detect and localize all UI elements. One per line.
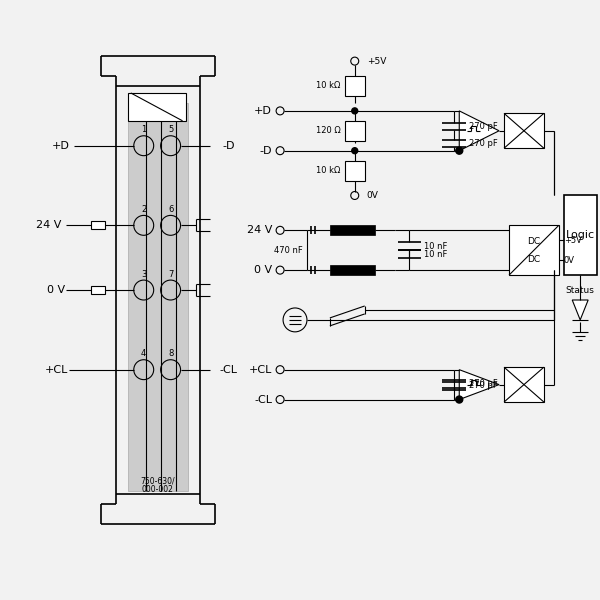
Bar xyxy=(504,367,544,402)
Text: 270 pF: 270 pF xyxy=(469,139,498,148)
Text: 10 kΩ: 10 kΩ xyxy=(316,166,341,175)
Bar xyxy=(330,226,374,235)
Text: +5V: +5V xyxy=(564,236,581,245)
Bar xyxy=(345,121,365,141)
Bar xyxy=(509,226,559,275)
Text: 3: 3 xyxy=(141,269,146,278)
Circle shape xyxy=(456,396,463,403)
Text: 6: 6 xyxy=(168,205,173,214)
Text: DC: DC xyxy=(527,237,541,246)
Text: 0V: 0V xyxy=(367,191,379,200)
Bar xyxy=(345,161,365,181)
Text: 4: 4 xyxy=(141,349,146,358)
Text: 7: 7 xyxy=(168,269,173,278)
Text: +5V: +5V xyxy=(367,56,386,65)
Text: 750-630/: 750-630/ xyxy=(140,476,175,485)
Text: 270 pF: 270 pF xyxy=(469,379,498,388)
Text: 000-002: 000-002 xyxy=(142,485,173,494)
Text: 10 kΩ: 10 kΩ xyxy=(316,82,341,91)
Text: 24 V: 24 V xyxy=(37,220,62,230)
Text: +D: +D xyxy=(254,106,272,116)
Text: -CL: -CL xyxy=(254,395,272,404)
Circle shape xyxy=(352,148,358,154)
Polygon shape xyxy=(459,111,499,151)
Bar xyxy=(564,196,596,275)
Bar xyxy=(128,93,185,121)
Text: 0 V: 0 V xyxy=(47,285,65,295)
Text: -D: -D xyxy=(222,141,235,151)
Text: 2: 2 xyxy=(141,205,146,214)
Polygon shape xyxy=(572,300,588,320)
Text: 24 V: 24 V xyxy=(247,226,272,235)
Text: 5: 5 xyxy=(168,125,173,134)
Bar xyxy=(504,113,544,148)
Bar xyxy=(91,221,105,229)
Text: DC: DC xyxy=(527,254,541,263)
Circle shape xyxy=(456,147,463,154)
Bar xyxy=(345,76,365,96)
Text: -D: -D xyxy=(260,146,272,155)
Text: 10 nF: 10 nF xyxy=(424,250,448,259)
Text: 0V: 0V xyxy=(564,256,575,265)
Text: +D: +D xyxy=(52,141,70,151)
Bar xyxy=(91,286,105,294)
Text: 470 nF: 470 nF xyxy=(274,246,303,255)
Text: Status: Status xyxy=(566,286,595,295)
Bar xyxy=(128,103,188,491)
Text: -CL: -CL xyxy=(220,365,238,374)
Text: 1: 1 xyxy=(141,125,146,134)
Text: 270 pF: 270 pF xyxy=(469,122,498,131)
Text: +CL: +CL xyxy=(249,365,272,374)
Circle shape xyxy=(352,108,358,114)
Polygon shape xyxy=(459,370,499,400)
Text: Logic: Logic xyxy=(566,230,595,241)
Text: 120 Ω: 120 Ω xyxy=(316,126,341,135)
Text: 270 pF: 270 pF xyxy=(469,381,498,390)
Text: 8: 8 xyxy=(168,349,173,358)
Bar xyxy=(330,265,374,275)
Text: 0 V: 0 V xyxy=(254,265,272,275)
Text: +CL: +CL xyxy=(44,365,68,374)
Text: 10 nF: 10 nF xyxy=(424,242,448,251)
